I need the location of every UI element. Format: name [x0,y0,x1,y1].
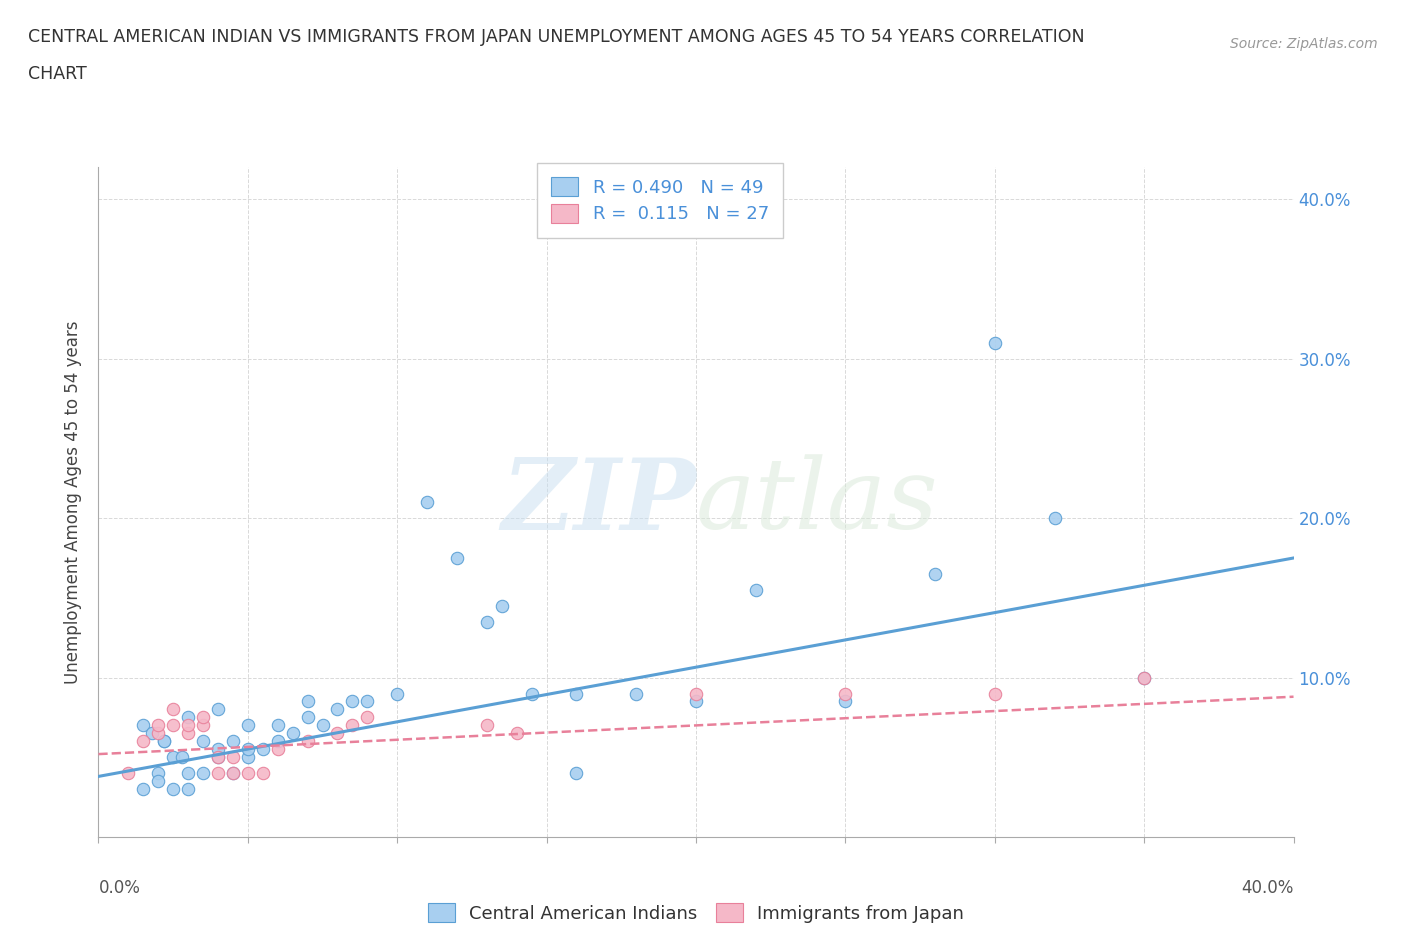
Point [311,718,333,733]
Point [446,551,468,565]
Point [207,702,229,717]
Point [207,765,229,780]
Text: atlas: atlas [696,455,939,550]
Point [475,718,498,733]
Point [342,718,364,733]
Point [177,765,200,780]
Point [385,686,409,701]
Point [924,566,946,581]
Point [172,750,194,764]
Point [148,726,170,741]
Point [162,718,184,733]
Point [685,694,707,709]
Point [297,694,319,709]
Point [356,710,378,724]
Text: 40.0%: 40.0% [1241,879,1294,897]
Text: ZIP: ZIP [501,454,696,551]
Point [153,734,176,749]
Point [326,702,349,717]
Point [506,726,529,741]
Point [267,734,290,749]
Point [356,694,378,709]
Point [236,750,259,764]
Legend: Central American Indians, Immigrants from Japan: Central American Indians, Immigrants fro… [419,895,973,930]
Point [475,615,498,630]
Point [148,718,170,733]
Point [132,718,155,733]
Point [626,686,648,701]
Y-axis label: Unemployment Among Ages 45 to 54 years: Unemployment Among Ages 45 to 54 years [65,321,83,684]
Point [342,694,364,709]
Text: CENTRAL AMERICAN INDIAN VS IMMIGRANTS FROM JAPAN UNEMPLOYMENT AMONG AGES 45 TO 5: CENTRAL AMERICAN INDIAN VS IMMIGRANTS FR… [28,28,1085,46]
Point [236,742,259,757]
Point [326,726,349,741]
Point [297,734,319,749]
Point [132,782,155,797]
Point [191,765,214,780]
Point [267,718,290,733]
Point [207,742,229,757]
Point [191,710,214,724]
Point [222,750,245,764]
Point [834,686,856,701]
Point [177,782,200,797]
Point [236,765,259,780]
Point [236,718,259,733]
Point [148,765,170,780]
Point [281,726,304,741]
Point [177,726,200,741]
Point [1133,671,1156,685]
Point [117,765,139,780]
Point [491,598,513,613]
Text: CHART: CHART [28,65,87,83]
Point [984,686,1007,701]
Point [565,765,588,780]
Text: Source: ZipAtlas.com: Source: ZipAtlas.com [1230,37,1378,51]
Point [191,718,214,733]
Point [252,765,274,780]
Point [191,734,214,749]
Point [984,336,1007,351]
Point [267,742,290,757]
Point [685,686,707,701]
Point [565,686,588,701]
Point [153,734,176,749]
Point [162,750,184,764]
Text: 0.0%: 0.0% [98,879,141,897]
Point [297,710,319,724]
Point [162,782,184,797]
Point [1043,511,1066,525]
Point [222,765,245,780]
Point [162,702,184,717]
Point [207,750,229,764]
Point [834,694,856,709]
Point [141,726,163,741]
Point [252,742,274,757]
Point [177,718,200,733]
Point [416,495,439,510]
Point [207,750,229,764]
Point [1133,671,1156,685]
Point [222,734,245,749]
Point [132,734,155,749]
Point [177,710,200,724]
Point [745,582,768,597]
Point [148,774,170,789]
Point [222,765,245,780]
Point [520,686,543,701]
